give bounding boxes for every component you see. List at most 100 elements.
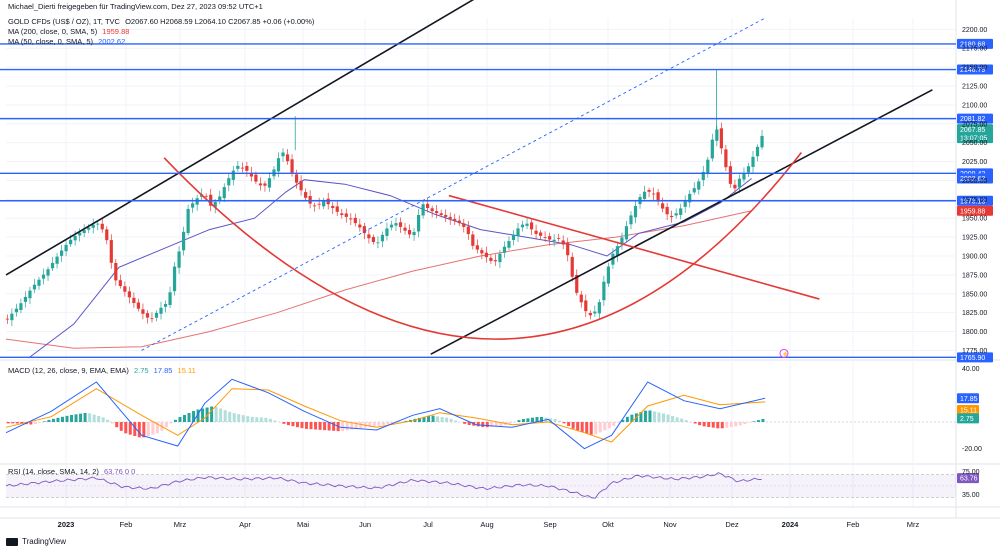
macd-hist-bar — [79, 413, 83, 422]
macd-pane: 17.85 15.112.75 — [5, 378, 979, 450]
candle-body — [520, 224, 525, 228]
candle-body — [471, 234, 475, 246]
macd-hist-bar — [137, 422, 141, 438]
candle-body — [502, 246, 507, 253]
candle-body — [87, 227, 91, 230]
price-tick-label: 1950.00 — [962, 216, 987, 223]
candle-body — [629, 215, 633, 225]
macd-tag — [957, 405, 979, 415]
candle-body — [218, 196, 222, 201]
symbol-title: GOLD CFDs (US$ / OZ), 1T, TVC — [8, 17, 120, 26]
macd-legend[interactable]: MACD (12, 26, close, 9, EMA, EMA) 2.75 1… — [8, 366, 199, 375]
candle-body — [163, 303, 168, 307]
candle-body — [534, 230, 538, 234]
candle-body — [606, 266, 610, 284]
horizontal-levels[interactable]: 2180.682146.792081.822009.421973.131765.… — [0, 38, 993, 363]
candle-body — [326, 198, 330, 205]
macd-hist-bar — [341, 422, 345, 431]
macd-hist-bar — [689, 421, 693, 423]
axes: 2200.00 2175.00 2150.00 2125.00 2100.00 2075.… — [58, 27, 988, 529]
macd-hist-bar — [259, 417, 263, 422]
candle-body — [254, 174, 258, 182]
rsi-tag — [957, 473, 979, 484]
macd-hist-bar — [223, 410, 227, 422]
candle-body — [367, 234, 371, 239]
candle-body — [448, 216, 452, 219]
candle-body — [543, 237, 547, 239]
tradingview-footer[interactable]: TradingView — [6, 537, 66, 546]
macd-hist-bar — [621, 419, 625, 422]
macd-hist-bar — [567, 422, 571, 426]
macd-hist-bar — [381, 422, 385, 425]
price-tick-label: 1825.00 — [962, 310, 987, 317]
macd-hist-value: 2.75 — [133, 366, 149, 375]
candle-body — [539, 232, 543, 236]
level-tag-label: 1973.13 — [960, 198, 985, 205]
symbol-line[interactable]: GOLD CFDs (US$ / OZ), 1T, TVC O2067.60 H… — [8, 17, 317, 26]
macd-hist-bar — [440, 417, 444, 422]
macd-hist-bar — [119, 422, 123, 431]
candle-body — [656, 192, 660, 202]
level-tag-label: 2081.82 — [960, 116, 985, 123]
candle-body — [642, 191, 647, 199]
macd-hist-bar — [499, 422, 503, 427]
level-tag — [957, 64, 993, 75]
candle-body — [407, 230, 412, 235]
macd-hist-bar — [282, 422, 286, 424]
macd-hist-bar — [648, 410, 652, 422]
macd-hist-bar — [350, 422, 354, 430]
macd-hist-bar — [698, 422, 702, 426]
candle-body — [340, 213, 344, 216]
macd-hist-bar — [585, 422, 589, 434]
macd-hist-bar — [372, 422, 376, 427]
price-tag — [957, 124, 993, 144]
candle-body — [647, 189, 651, 192]
candle-body — [611, 253, 615, 265]
candle-body — [548, 236, 552, 240]
macd-hist-bar — [445, 417, 449, 422]
macd-hist-bar — [273, 420, 277, 422]
macd-hist-bar — [675, 417, 679, 422]
candle-body — [141, 309, 145, 314]
candle-body — [150, 318, 154, 320]
candle-body — [557, 238, 561, 239]
candle-body — [670, 215, 674, 218]
macd-hist-bar — [38, 422, 42, 423]
macd-hist-bar — [97, 416, 101, 422]
candle-body — [331, 205, 335, 209]
macd-hist-bar — [142, 422, 146, 438]
candle-body — [23, 296, 28, 302]
macd-hist-bar — [454, 420, 458, 422]
macd-hist-bar — [268, 418, 272, 422]
ma50-legend[interactable]: MA (50, close, 0, SMA, 5) 2002.62 — [8, 37, 128, 46]
candle-body — [575, 275, 579, 293]
macd-hist-bar — [115, 422, 119, 428]
ma200-legend[interactable]: MA (200, close, 0, SMA, 5) 1959.88 — [8, 27, 132, 36]
candle-body — [290, 159, 294, 173]
macd-hist-bar — [232, 413, 236, 422]
candle-body — [37, 279, 41, 286]
macd-hist-bar — [192, 411, 196, 422]
candle-body — [493, 260, 498, 262]
candle-body — [719, 128, 723, 149]
price-tick-label: 1850.00 — [962, 291, 987, 298]
macd-hist-bar — [476, 422, 480, 427]
macd-hist-bar — [494, 422, 498, 427]
macd-hist-bar — [291, 422, 295, 427]
x-tick-label: Mrz — [907, 520, 920, 529]
candle-body — [159, 307, 163, 314]
candle-body — [69, 239, 73, 245]
x-tick-label: 2023 — [58, 520, 75, 529]
macd-hist-bar — [427, 415, 431, 422]
macd-hist-bar — [47, 420, 51, 422]
candle-body — [733, 184, 737, 189]
rsi-legend[interactable]: RSI (14, close, SMA, 14, 2) 63.76 0 0 — [8, 467, 138, 476]
macd-hist-bar — [318, 422, 322, 430]
candle-body — [398, 222, 403, 227]
candle-body — [511, 234, 516, 241]
macd-signal-line — [5, 388, 766, 443]
macd-hist-bar — [517, 420, 521, 422]
candle-body — [453, 218, 457, 221]
candle-body — [498, 253, 502, 263]
